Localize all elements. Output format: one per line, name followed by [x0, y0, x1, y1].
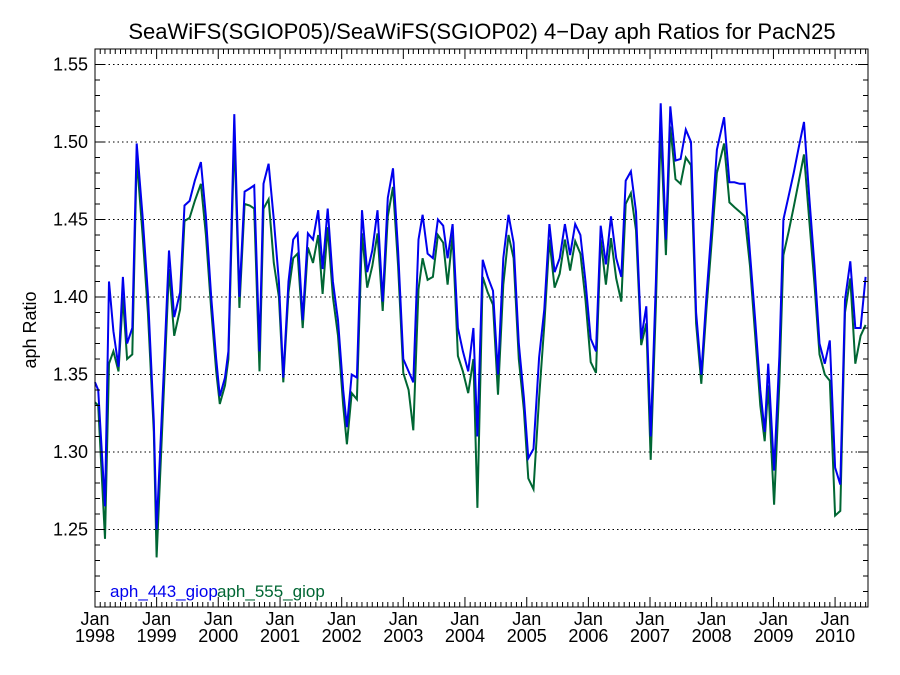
x-tick-month-label: Jan — [697, 609, 726, 629]
series-line-aph-555-giop — [94, 126, 867, 558]
y-tick-label: 1.30 — [53, 442, 88, 462]
series-group — [94, 103, 867, 558]
legend-entry: aph_555_giop — [217, 582, 325, 601]
y-tick-label: 1.45 — [53, 210, 88, 230]
x-tick-month-label: Jan — [266, 609, 295, 629]
gridlines — [95, 64, 868, 530]
axis-ticks: 1.251.301.351.401.451.501.55Jan1998Jan19… — [53, 48, 868, 646]
x-tick-year-label: 2002 — [322, 626, 362, 646]
x-tick-year-label: 1999 — [137, 626, 177, 646]
y-tick-label: 1.25 — [53, 520, 88, 540]
x-tick-month-label: Jan — [204, 609, 233, 629]
x-tick-month-label: Jan — [327, 609, 356, 629]
x-tick-year-label: 2006 — [568, 626, 608, 646]
x-tick-month-label: Jan — [759, 609, 788, 629]
x-tick-year-label: 2005 — [507, 626, 547, 646]
x-tick-year-label: 2007 — [630, 626, 670, 646]
x-tick-month-label: Jan — [512, 609, 541, 629]
x-tick-month-label: Jan — [142, 609, 171, 629]
chart-title: SeaWiFS(SGIOP05)/SeaWiFS(SGIOP02) 4−Day … — [128, 19, 835, 44]
x-tick-year-label: 2004 — [445, 626, 485, 646]
series-line-aph-443-giop — [94, 103, 867, 530]
x-tick-year-label: 1998 — [75, 626, 115, 646]
legend: aph_443_giop aph_555_giop — [110, 582, 325, 601]
y-tick-label: 1.55 — [53, 55, 88, 75]
legend-entry: aph_443_giop — [110, 582, 218, 601]
x-tick-year-label: 2010 — [815, 626, 855, 646]
y-tick-label: 1.40 — [53, 287, 88, 307]
x-tick-year-label: 2001 — [260, 626, 300, 646]
x-tick-year-label: 2008 — [692, 626, 732, 646]
x-tick-year-label: 2003 — [383, 626, 423, 646]
y-tick-label: 1.50 — [53, 132, 88, 152]
y-axis-label: aph Ratio — [20, 291, 40, 368]
x-tick-month-label: Jan — [821, 609, 850, 629]
x-tick-month-label: Jan — [574, 609, 603, 629]
x-tick-year-label: 2009 — [753, 626, 793, 646]
y-tick-label: 1.35 — [53, 365, 88, 385]
x-tick-month-label: Jan — [389, 609, 418, 629]
x-tick-month-label: Jan — [450, 609, 479, 629]
x-tick-year-label: 2000 — [198, 626, 238, 646]
x-tick-month-label: Jan — [635, 609, 664, 629]
x-tick-month-label: Jan — [80, 609, 109, 629]
